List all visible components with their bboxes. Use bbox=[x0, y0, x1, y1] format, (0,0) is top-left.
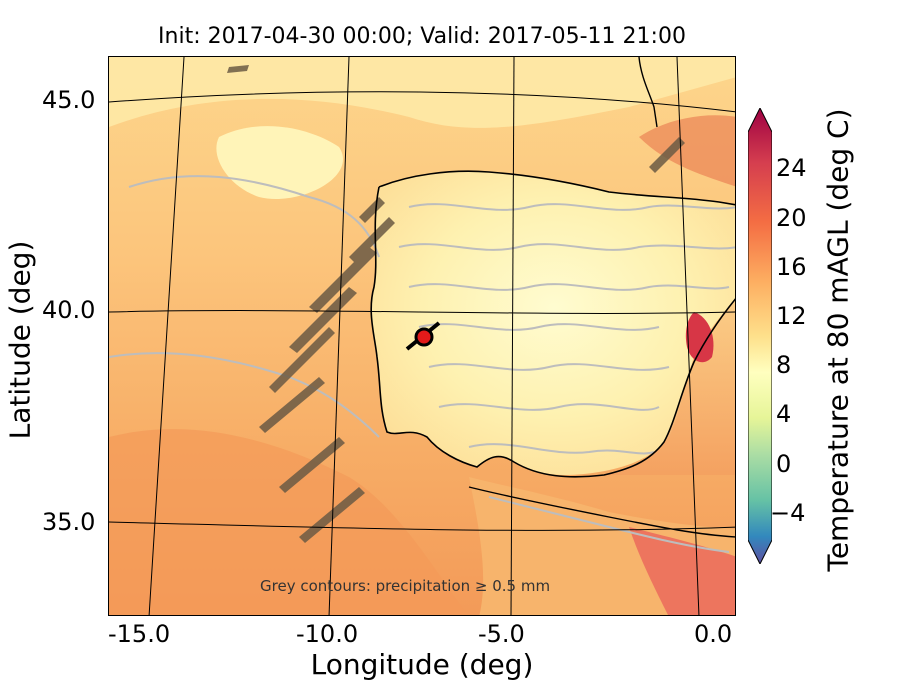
warm-zone bbox=[109, 429, 468, 615]
mediterranean-field bbox=[604, 299, 735, 475]
xtick-minus15: -15.0 bbox=[108, 620, 171, 648]
cbar-tick-12: 12 bbox=[776, 302, 807, 330]
map-canvas bbox=[109, 57, 735, 615]
africa-coastline bbox=[468, 486, 735, 538]
cbar-tick-24: 24 bbox=[776, 154, 807, 182]
xtick-0: 0.0 bbox=[694, 620, 733, 648]
cbar-tick-20: 20 bbox=[776, 204, 807, 232]
hot-spot-coast bbox=[685, 312, 714, 363]
ytick-40: 40.0 bbox=[42, 296, 96, 324]
precip-annotation: Grey contours: precipitation ≥ 0.5 mm bbox=[260, 577, 551, 595]
map-title: Init: 2017-04-30 00:00; Valid: 2017-05-1… bbox=[158, 24, 686, 49]
cbar-tick-8: 8 bbox=[776, 351, 792, 379]
hot-spot-north bbox=[639, 115, 735, 187]
france-coastline bbox=[638, 57, 658, 128]
ytick-35: 35.0 bbox=[42, 508, 96, 536]
cbar-tick-0: 0 bbox=[776, 450, 792, 478]
graticule bbox=[109, 57, 735, 615]
y-axis-label: Latitude (deg) bbox=[3, 240, 37, 440]
colorbar bbox=[748, 108, 772, 564]
cbar-tick-minus4: −4 bbox=[770, 499, 806, 527]
site-marker bbox=[405, 321, 441, 351]
map-plot-area bbox=[108, 56, 736, 616]
x-axis-label: Longitude (deg) bbox=[310, 648, 534, 681]
colorbar-label: Temperature at 80 mAGL (deg C) bbox=[821, 108, 855, 572]
ytick-45: 45.0 bbox=[42, 86, 96, 114]
cbar-tick-16: 16 bbox=[776, 253, 807, 281]
coastline bbox=[370, 170, 735, 478]
xtick-minus10: -10.0 bbox=[296, 620, 359, 648]
cbar-tick-4: 4 bbox=[776, 400, 792, 428]
xtick-minus5: -5.0 bbox=[478, 620, 525, 648]
